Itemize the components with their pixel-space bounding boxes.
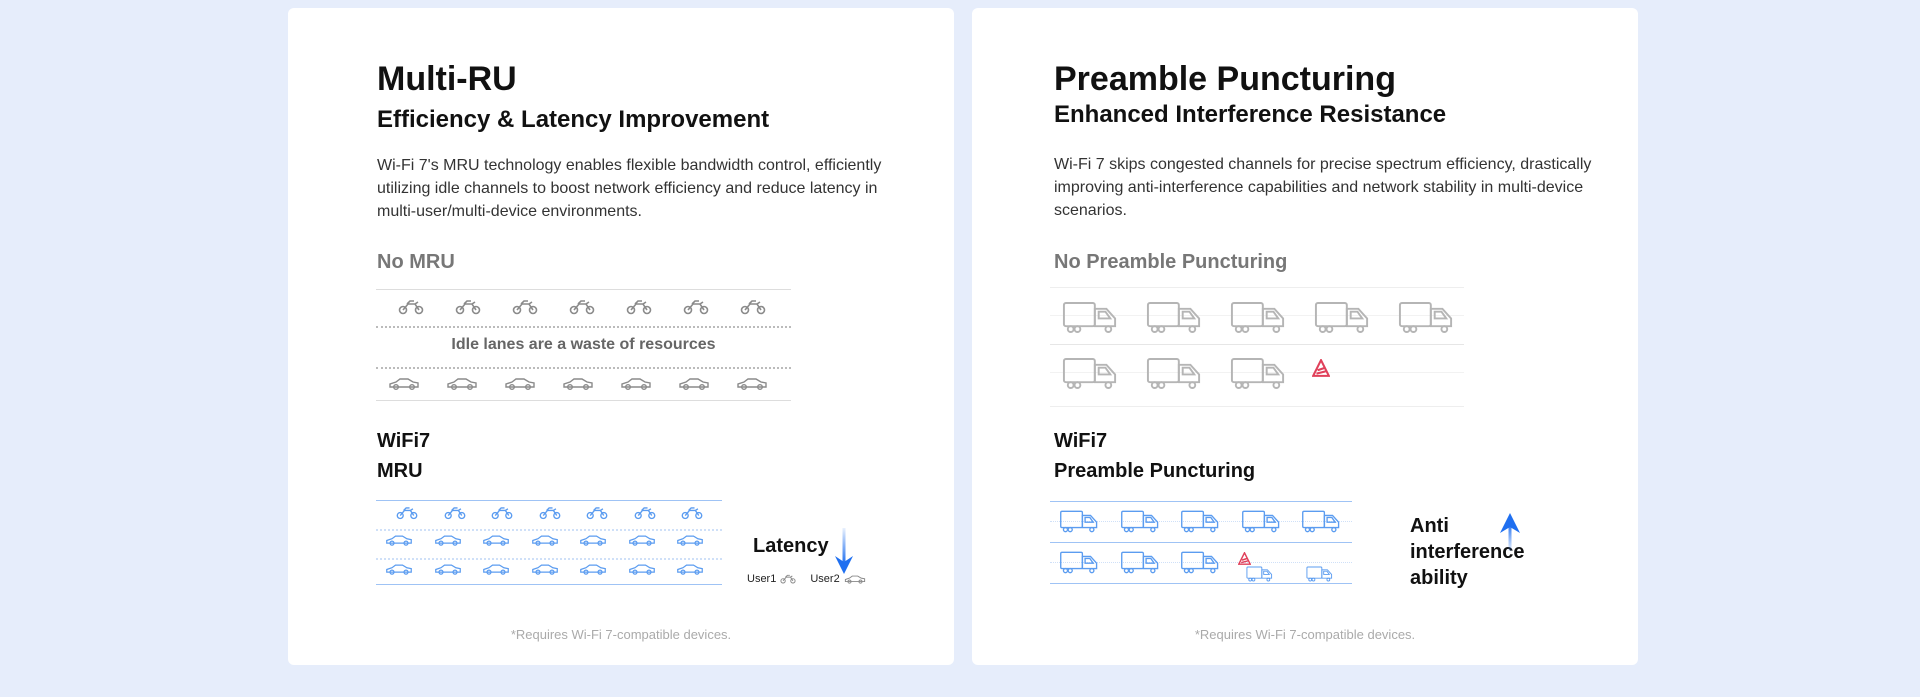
- car-icon: [434, 564, 462, 575]
- motorcycle-icon: [444, 506, 466, 520]
- car-icon: [434, 535, 462, 546]
- car-icon: [531, 535, 559, 546]
- legend-user1: User1: [747, 573, 777, 585]
- truck-icon: [1062, 357, 1118, 390]
- no-puncturing-lanes: [1050, 287, 1464, 407]
- truck-icon: [1241, 510, 1281, 533]
- motorcycle-icon: [396, 506, 418, 520]
- motorcycle-icon: [539, 506, 561, 520]
- motorcycle-icon: [626, 299, 652, 315]
- arrow-up-icon: [1500, 513, 1520, 551]
- motorcycle-icon: [740, 299, 766, 315]
- truck-icon: [1230, 301, 1286, 334]
- car-icon: [385, 535, 413, 546]
- card-title: Preamble Puncturing: [1054, 60, 1396, 98]
- mru-lanes: [376, 500, 722, 592]
- truck-icon: [1180, 551, 1220, 574]
- motorcycle-icon: [512, 299, 538, 315]
- motorcycle-icon: [398, 299, 424, 315]
- preamble-card: Preamble Puncturing Enhanced Interferenc…: [972, 8, 1638, 665]
- idle-lane-text: Idle lanes are a waste of resources: [451, 336, 716, 353]
- truck-icon: [1059, 510, 1099, 533]
- truck-icon: [1306, 566, 1333, 582]
- car-icon: [579, 564, 607, 575]
- motorcycle-icon: [683, 299, 709, 315]
- card-subtitle: Efficiency & Latency Improvement: [377, 106, 770, 133]
- truck-icon: [1398, 301, 1454, 334]
- card-description: Wi-Fi 7's MRU technology enables flexibl…: [377, 157, 882, 220]
- truck-icon: [1062, 301, 1118, 334]
- car-icon: [620, 378, 652, 390]
- latency-legend: User1 User2: [747, 573, 866, 585]
- motorcycle-icon: [569, 299, 595, 315]
- card-description: Wi-Fi 7 skips congested channels for pre…: [1054, 156, 1592, 219]
- motorcycle-icon: [780, 574, 796, 584]
- no-mru-lanes: Idle lanes are a waste of resources: [376, 289, 791, 401]
- car-icon: [676, 564, 704, 575]
- warning-cone-icon: [1312, 359, 1330, 377]
- car-icon: [385, 564, 413, 575]
- motorcycle-icon: [634, 506, 656, 520]
- car-icon: [482, 564, 510, 575]
- footnote: *Requires Wi-Fi 7-compatible devices.: [1194, 627, 1416, 642]
- after-label-line1: WiFi7: [1054, 430, 1108, 452]
- car-icon: [446, 378, 478, 390]
- motorcycle-icon: [586, 506, 608, 520]
- footnote: *Requires Wi-Fi 7-compatible devices.: [510, 627, 732, 642]
- truck-icon: [1180, 510, 1220, 533]
- car-icon: [579, 535, 607, 546]
- car-icon: [678, 378, 710, 390]
- after-label-line2: MRU: [377, 460, 423, 482]
- car-icon: [504, 378, 536, 390]
- truck-icon: [1120, 551, 1160, 574]
- after-label-line2: Preamble Puncturing: [1054, 460, 1256, 482]
- mru-card: Multi-RU Efficiency & Latency Improvemen…: [288, 8, 954, 665]
- truck-icon: [1246, 566, 1273, 582]
- car-icon: [482, 535, 510, 546]
- card-subtitle: Enhanced Interference Resistance: [1054, 101, 1447, 128]
- car-icon: [562, 378, 594, 390]
- after-label-line1: WiFi7: [377, 430, 431, 452]
- before-label: No Preamble Puncturing: [1054, 251, 1288, 273]
- car-icon: [628, 535, 656, 546]
- motorcycle-icon: [491, 506, 513, 520]
- warning-cone-icon: [1238, 552, 1251, 565]
- motorcycle-icon: [681, 506, 703, 520]
- arrow-down-icon: [835, 528, 853, 574]
- car-icon: [736, 378, 768, 390]
- car-icon: [628, 564, 656, 575]
- truck-icon: [1120, 510, 1160, 533]
- before-label: No MRU: [377, 251, 455, 273]
- truck-icon: [1146, 301, 1202, 334]
- car-icon: [844, 575, 866, 584]
- car-icon: [676, 535, 704, 546]
- anti-interference-label: Anti interference ability: [1410, 515, 1525, 589]
- legend-user2: User2: [810, 573, 840, 585]
- motorcycle-icon: [455, 299, 481, 315]
- card-title: Multi-RU: [377, 60, 517, 98]
- truck-icon: [1230, 357, 1286, 390]
- latency-label: Latency: [753, 535, 829, 557]
- truck-icon: [1059, 551, 1099, 574]
- truck-icon: [1314, 301, 1370, 334]
- truck-icon: [1301, 510, 1341, 533]
- car-icon: [531, 564, 559, 575]
- car-icon: [388, 378, 420, 390]
- puncturing-lanes: [1050, 501, 1352, 591]
- truck-icon: [1146, 357, 1202, 390]
